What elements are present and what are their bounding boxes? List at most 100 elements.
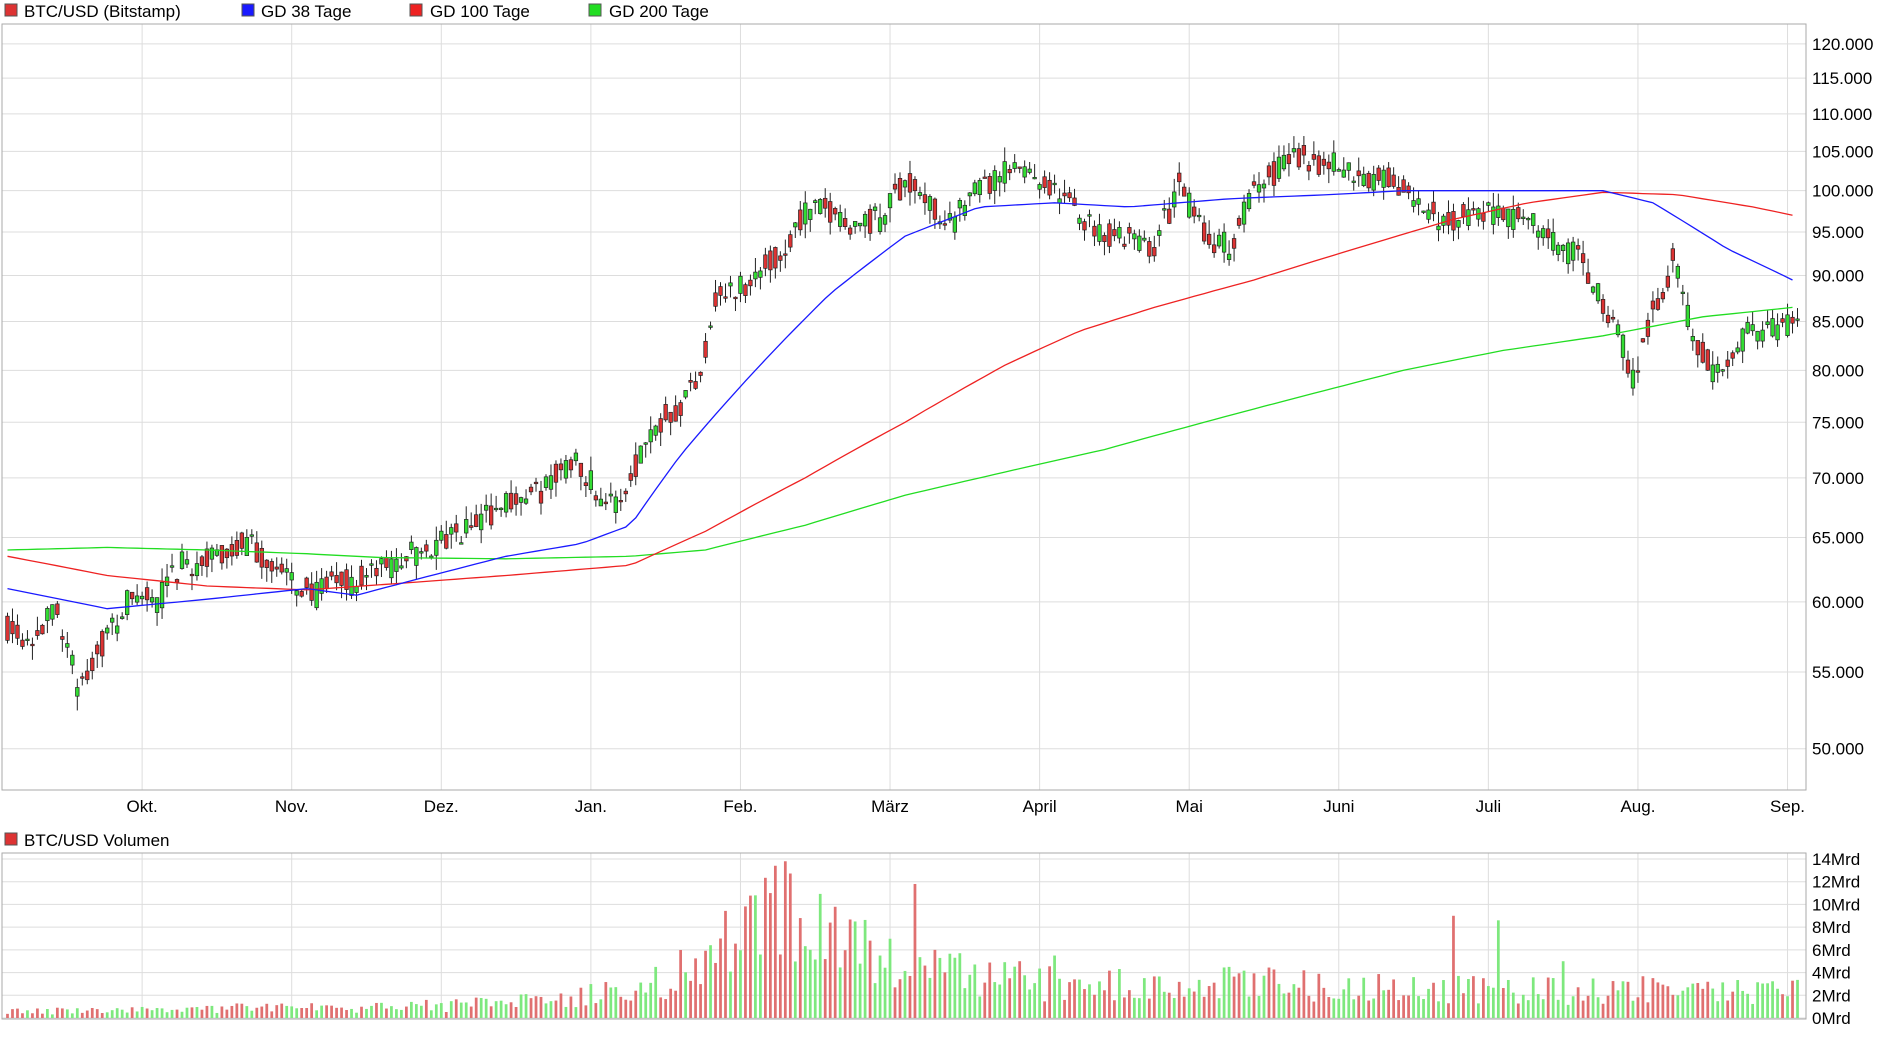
- volume-bar: [1671, 994, 1675, 1018]
- volume-bar: [584, 1005, 588, 1018]
- volume-bar: [604, 982, 608, 1018]
- candle: [1546, 219, 1551, 249]
- volume-bar: [1068, 982, 1071, 1018]
- candle: [1167, 197, 1172, 225]
- candle-body-up: [1491, 206, 1496, 225]
- candle-body-up: [464, 519, 469, 534]
- volume-bar: [1556, 999, 1560, 1018]
- candle-body-up: [862, 213, 868, 227]
- candle-body-up: [45, 608, 50, 622]
- volume-bar: [983, 982, 987, 1018]
- candle-body-down: [334, 575, 339, 584]
- candle-body-down: [1271, 161, 1277, 186]
- month-tick-label: März: [871, 797, 909, 816]
- month-tick-label: Nov.: [275, 797, 309, 816]
- volume-bar: [968, 974, 972, 1018]
- candle-body-down: [1625, 359, 1631, 374]
- volume-bar: [469, 1006, 473, 1018]
- volume-bar: [614, 987, 618, 1018]
- candle: [663, 396, 668, 422]
- volume-bar: [1432, 982, 1435, 1018]
- volume-bar: [1591, 978, 1595, 1018]
- candle-body-down: [444, 534, 449, 549]
- candle-body-up: [459, 542, 464, 545]
- volume-bar: [1516, 1003, 1520, 1018]
- volume-bar: [938, 957, 942, 1018]
- candle-body-up: [1416, 198, 1421, 205]
- candle-body-down: [130, 591, 135, 600]
- candle: [823, 188, 828, 218]
- candle: [793, 222, 798, 239]
- month-tick-label: Dez.: [424, 797, 459, 816]
- candle-body-up: [110, 617, 115, 623]
- candle: [523, 489, 529, 505]
- volume-bar: [1786, 996, 1789, 1018]
- candle: [319, 568, 324, 601]
- candle: [1516, 202, 1521, 223]
- candle: [1491, 192, 1496, 235]
- volume-bar: [1731, 991, 1735, 1018]
- candle: [1590, 285, 1596, 295]
- candle: [1780, 312, 1785, 328]
- candle-body-down: [932, 198, 938, 220]
- volume-bar: [1442, 980, 1445, 1018]
- price-tick-label: 105.000: [1812, 142, 1873, 161]
- volume-bar: [1586, 995, 1590, 1018]
- candle-body-up: [1740, 328, 1745, 352]
- candle: [828, 192, 833, 235]
- candle-body-up: [419, 551, 424, 554]
- candle-body-up: [414, 547, 419, 566]
- volume-bar: [1127, 990, 1131, 1018]
- volume-bar: [793, 961, 797, 1018]
- price-tick-label: 110.000: [1812, 105, 1872, 124]
- volume-bar: [1222, 967, 1226, 1018]
- candle: [1316, 150, 1321, 177]
- candle: [778, 251, 783, 272]
- candle-body-down: [763, 254, 768, 269]
- candle-body-down: [404, 556, 409, 562]
- candle: [1192, 199, 1197, 224]
- volume-bar: [714, 962, 717, 1018]
- candle-body-down: [1266, 165, 1272, 178]
- candle-body-down: [693, 381, 698, 389]
- candle-body-up: [1426, 209, 1431, 220]
- candle-body-down: [304, 577, 309, 588]
- candle-body-down: [768, 250, 773, 271]
- candle: [1421, 210, 1426, 214]
- candle-body-down: [174, 579, 180, 583]
- candle: [1077, 214, 1082, 231]
- volume-bar: [300, 1007, 304, 1018]
- candle: [708, 321, 713, 330]
- candle: [1102, 232, 1107, 256]
- candle: [892, 173, 898, 194]
- candle-body-up: [1381, 169, 1386, 188]
- candle: [1152, 235, 1157, 262]
- candle: [603, 493, 608, 511]
- candle-body-down: [1635, 370, 1641, 373]
- volume-bar: [1726, 1000, 1730, 1018]
- candle-body-down: [1780, 318, 1785, 323]
- candle: [1675, 263, 1680, 288]
- volume-bar: [998, 984, 1002, 1018]
- candle: [274, 557, 279, 577]
- candle: [543, 474, 549, 491]
- candle-body-down: [1102, 235, 1107, 243]
- candle: [508, 480, 514, 513]
- candle-body-up: [543, 476, 549, 488]
- candle: [1207, 220, 1212, 249]
- candle: [60, 629, 65, 652]
- candle: [294, 589, 299, 607]
- ma200-line: [7, 306, 1793, 560]
- volume-bar: [1123, 997, 1126, 1018]
- volume-bars: [6, 861, 1799, 1018]
- volume-bar: [340, 1007, 343, 1018]
- candle-body-down: [1251, 181, 1257, 186]
- volume-bar: [55, 1007, 59, 1018]
- volume-bar: [888, 938, 892, 1018]
- candle-body-up: [369, 563, 374, 566]
- volume-tick-label: 8Mrd: [1812, 918, 1851, 937]
- volume-tick-label: 2Mrd: [1812, 986, 1851, 1005]
- volume-bar: [778, 954, 782, 1018]
- candle: [1670, 242, 1675, 273]
- candle-body-down: [1406, 185, 1411, 194]
